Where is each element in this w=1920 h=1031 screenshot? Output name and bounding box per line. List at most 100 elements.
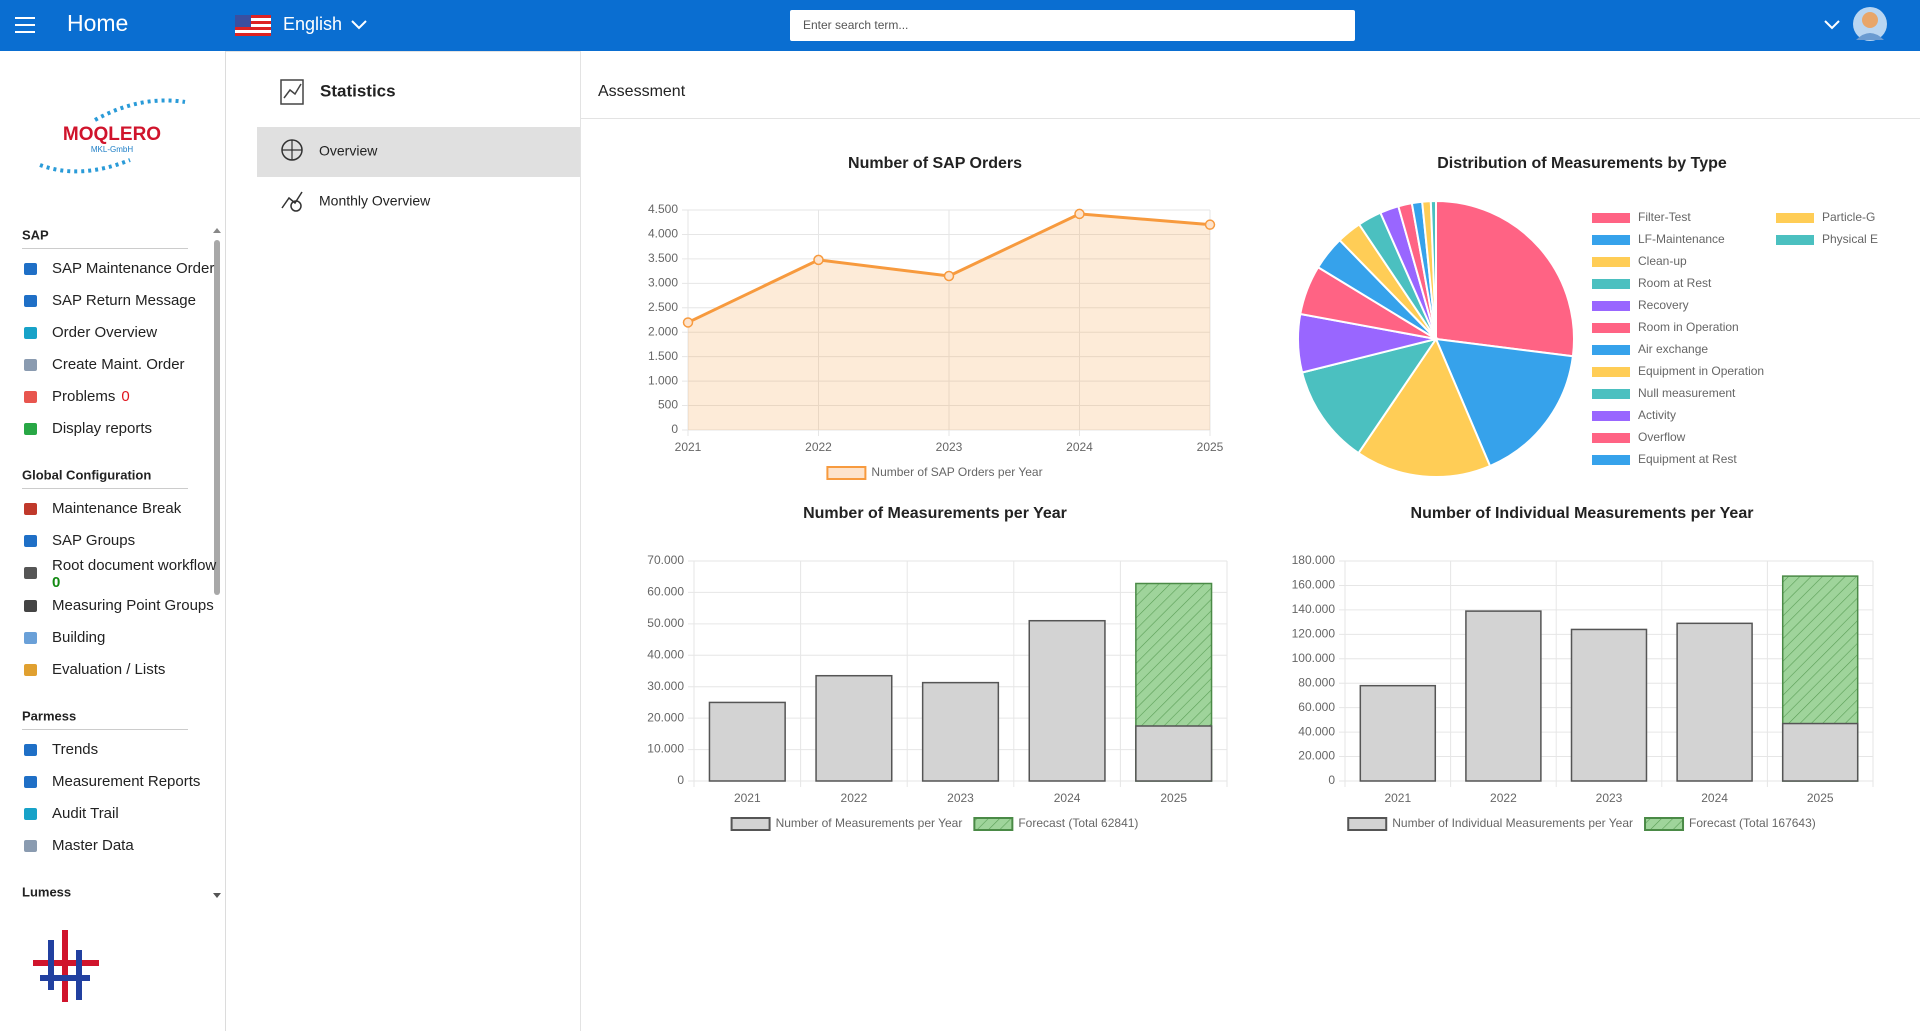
menu-icon — [24, 391, 37, 403]
menu-item[interactable]: Audit Trail — [24, 805, 119, 822]
search-placeholder: Enter search term... — [803, 18, 908, 32]
menu-item[interactable]: Order Overview — [24, 324, 157, 341]
x-tick-label: 2023 — [947, 791, 974, 805]
pie-slice — [1434, 337, 1575, 468]
y-tick-label: 500 — [658, 398, 678, 412]
legend-swatch — [730, 817, 771, 831]
flag-stripe — [235, 33, 271, 36]
main-title: Assessment — [598, 83, 686, 100]
menu-label: Master Data — [52, 837, 134, 854]
scroll-thumb[interactable] — [214, 240, 220, 595]
menu-item[interactable]: Problems 0 — [24, 388, 130, 405]
legend-label: Null measurement — [1638, 386, 1736, 400]
legend-label: Room in Operation — [1638, 320, 1739, 334]
pie-slice — [1357, 336, 1492, 478]
search-field — [790, 10, 1355, 41]
menu-item[interactable]: Evaluation / Lists — [24, 661, 165, 678]
menu-item[interactable]: Maintenance Break — [24, 500, 182, 517]
menu-badge: 0 — [121, 388, 129, 405]
menu-label: Create Maint. Order — [52, 356, 185, 373]
menu-item[interactable]: SAP Return Message — [24, 292, 196, 309]
legend-swatch — [1592, 345, 1630, 355]
y-tick-label: 60.000 — [1298, 700, 1335, 714]
legend-label: Recovery — [1638, 298, 1689, 312]
menu-item[interactable]: SAP Maintenance Order — [24, 260, 214, 277]
y-tick-label: 0 — [677, 773, 684, 787]
y-tick-label: 180.000 — [1292, 553, 1336, 567]
search-box[interactable]: Enter search term... — [790, 10, 1355, 41]
language-selector[interactable]: English — [235, 14, 367, 36]
y-tick-label: 20.000 — [1298, 749, 1335, 763]
chart-title: Distribution of Measurements by Type — [1437, 155, 1727, 172]
menu-icon — [24, 359, 37, 371]
y-tick-label: 3.000 — [648, 276, 678, 290]
x-tick-label: 2023 — [1596, 791, 1623, 805]
menu-icon — [24, 567, 37, 579]
chart: Distribution of Measurements by Type Filt… — [1296, 155, 1878, 478]
logo-dots — [39, 158, 131, 174]
menu-button[interactable] — [15, 17, 35, 33]
y-tick-label: 140.000 — [1292, 602, 1336, 616]
x-tick-label: 2023 — [936, 440, 963, 454]
y-tick-label: 100.000 — [1292, 651, 1336, 665]
section-divider — [22, 488, 188, 489]
point — [943, 270, 955, 282]
legend-swatch — [1592, 433, 1630, 443]
legend-label: Number of SAP Orders per Year — [871, 465, 1042, 479]
x-tick-label: 2021 — [734, 791, 761, 805]
nav-item[interactable]: Overview — [319, 143, 378, 159]
sidebar-border — [225, 51, 226, 1031]
menu-item[interactable]: Measurement Reports — [24, 773, 200, 790]
menu-badge: 0 — [52, 574, 60, 591]
legend-label: Filter-Test — [1638, 210, 1691, 224]
menu-item[interactable]: Master Data — [24, 837, 134, 854]
legend-swatch — [1592, 235, 1630, 245]
x-tick-label: 2022 — [841, 791, 868, 805]
menu-item[interactable]: Building — [24, 629, 105, 646]
scroll-up[interactable] — [213, 228, 221, 233]
menu-item[interactable]: Display reports — [24, 420, 152, 437]
menu-label: Trends — [52, 741, 98, 758]
chart-title: Number of Measurements per Year — [803, 505, 1067, 522]
menu-item[interactable]: Measuring Point Groups — [24, 597, 214, 614]
legend-label: Clean-up — [1638, 254, 1687, 268]
point — [1204, 219, 1216, 230]
section-divider — [22, 729, 188, 730]
language-label: English — [283, 14, 342, 34]
section-title: Global Configuration — [22, 467, 151, 482]
bar — [1570, 628, 1648, 782]
avatar-head — [1862, 12, 1878, 28]
legend-swatch — [973, 817, 1014, 831]
x-tick-label: 2024 — [1054, 791, 1081, 805]
scroll-down[interactable] — [213, 893, 221, 898]
avatar[interactable] — [1853, 7, 1887, 41]
y-tick-label: 4.500 — [648, 202, 678, 216]
x-tick-label: 2025 — [1160, 791, 1187, 805]
menu-item[interactable]: Create Maint. Order — [24, 356, 185, 373]
menu-icon — [24, 503, 37, 515]
chart-title: Number of SAP Orders — [848, 155, 1022, 172]
legend: Number of Individual Measurements per Ye… — [1347, 816, 1816, 831]
nav-item[interactable]: Monthly Overview — [319, 193, 431, 209]
legend-label: Number of Individual Measurements per Ye… — [1392, 816, 1633, 830]
menu-line — [15, 24, 35, 26]
legend-swatch — [1592, 323, 1630, 333]
y-tick-label: 70.000 — [647, 553, 684, 567]
logo-text: MOQLERO — [63, 124, 161, 145]
user-chevron[interactable] — [1824, 20, 1840, 30]
legend: Number of Measurements per Year Forecast … — [730, 816, 1138, 831]
menu-item[interactable]: Trends — [24, 741, 98, 758]
nav-top — [226, 51, 580, 52]
menu-icon — [24, 632, 37, 644]
y-tick-label: 1.500 — [648, 349, 678, 363]
y-tick-label: 2.000 — [648, 324, 678, 338]
menu-label: Display reports — [52, 420, 152, 437]
y-tick-label: 30.000 — [647, 679, 684, 693]
menu-label: Problems — [52, 388, 115, 405]
menu-label: Measuring Point Groups — [52, 597, 214, 614]
menu-item[interactable]: SAP Groups — [24, 532, 135, 549]
nav-selected[interactable] — [257, 127, 580, 177]
legend-swatch — [1592, 257, 1630, 267]
